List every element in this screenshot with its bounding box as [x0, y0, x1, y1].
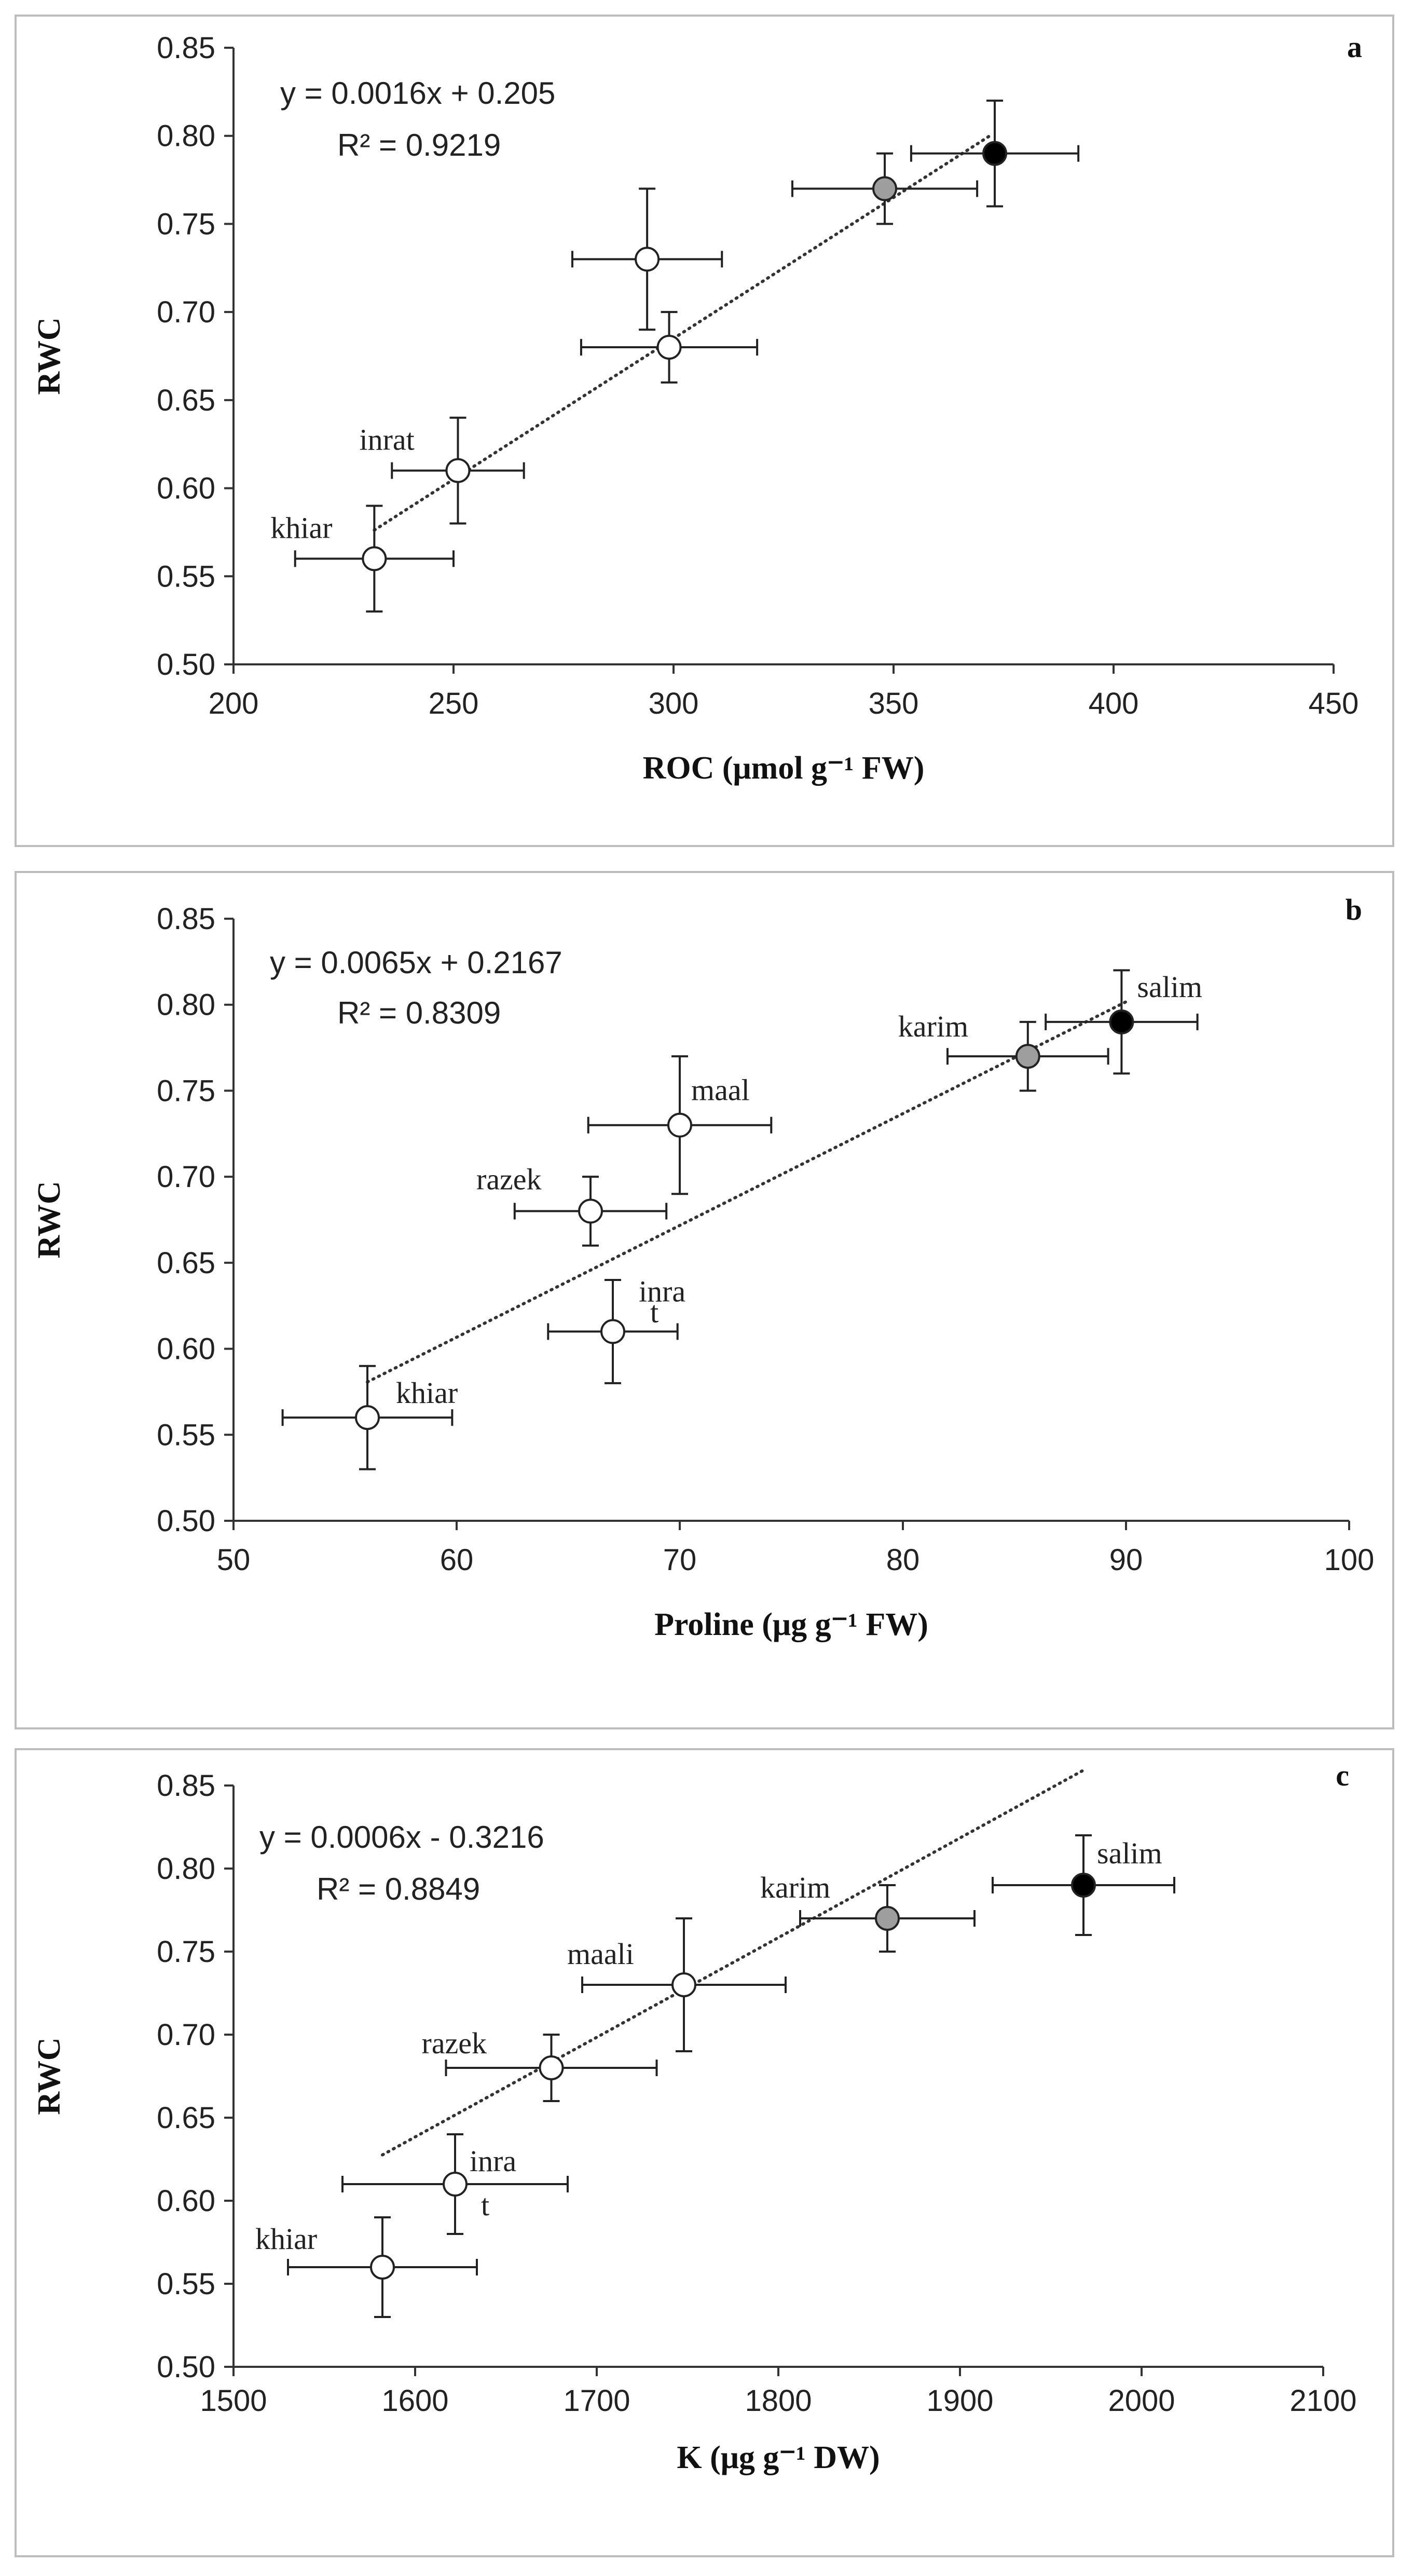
x-tick-label: 450: [1309, 687, 1359, 720]
y-tick-label: 0.85: [157, 31, 215, 65]
regression-equation: y = 0.0006x - 0.3216: [259, 1820, 544, 1855]
x-tick-label: 250: [429, 687, 479, 720]
data-point: [671, 1972, 696, 1997]
x-axis-label: Proline (μg g⁻¹ FW): [654, 1607, 928, 1642]
point-label: khiar: [270, 511, 332, 544]
point-label: maali: [567, 1937, 634, 1971]
y-tick-label: 0.80: [157, 988, 215, 1022]
point-label: inrat: [359, 423, 414, 457]
y-tick-label: 0.65: [157, 384, 215, 417]
y-tick-label: 0.60: [157, 472, 215, 506]
data-point: [982, 141, 1008, 166]
data-point: [1015, 1044, 1040, 1069]
panel-frame-a: [15, 15, 1394, 847]
panel-frame-c: [15, 1748, 1394, 2557]
data-point: [445, 458, 471, 483]
x-tick-label: 1500: [200, 2384, 267, 2418]
y-tick-label: 0.60: [157, 1332, 215, 1366]
x-tick-label: 1600: [381, 2384, 448, 2418]
point-label: khiar: [255, 2222, 317, 2256]
x-tick-label: 1900: [926, 2384, 993, 2418]
y-axis-label: RWC: [32, 1181, 67, 1258]
y-tick-label: 0.50: [157, 2350, 215, 2384]
trend-line: [366, 1000, 1128, 1384]
x-tick-label: 80: [886, 1543, 920, 1577]
point-label: salim: [1137, 970, 1202, 1004]
x-axis-label: ROC (μmol g⁻¹ FW): [643, 751, 925, 786]
x-tick-label: 90: [1109, 1543, 1143, 1577]
data-point: [1071, 1873, 1096, 1898]
panel-label: c: [1336, 1759, 1349, 1792]
y-axis-label: RWC: [32, 317, 67, 394]
y-axis-label: RWC: [32, 2037, 67, 2115]
data-point: [362, 546, 387, 571]
data-point: [667, 1112, 692, 1138]
x-tick-label: 350: [869, 687, 919, 720]
data-point: [539, 2055, 564, 2080]
y-tick-label: 0.85: [157, 1769, 215, 1803]
y-tick-label: 0.50: [157, 648, 215, 682]
x-tick-label: 1700: [563, 2384, 630, 2418]
panel-label: a: [1347, 30, 1362, 64]
y-tick-label: 0.55: [157, 2267, 215, 2301]
data-point: [872, 176, 898, 201]
r-squared: R² = 0.8309: [337, 996, 501, 1030]
data-point: [355, 1405, 380, 1430]
y-tick-label: 0.80: [157, 1852, 215, 1886]
x-tick-label: 70: [663, 1543, 697, 1577]
trend-line: [381, 1768, 1085, 2157]
x-tick-label: 100: [1324, 1543, 1375, 1577]
y-tick-label: 0.75: [157, 1935, 215, 1969]
x-tick-label: 50: [217, 1543, 251, 1577]
data-point: [635, 247, 660, 272]
y-tick-label: 0.65: [157, 1246, 215, 1280]
y-tick-label: 0.70: [157, 2018, 215, 2052]
y-tick-label: 0.80: [157, 119, 215, 153]
point-label: khiar: [396, 1376, 458, 1410]
x-tick-label: 60: [440, 1543, 474, 1577]
x-tick-label: 2000: [1108, 2384, 1175, 2418]
point-label: razek: [476, 1162, 542, 1196]
x-tick-label: 400: [1089, 687, 1139, 720]
data-point: [1109, 1009, 1134, 1034]
x-tick-label: 300: [649, 687, 699, 720]
y-tick-label: 0.85: [157, 902, 215, 936]
r-squared: R² = 0.8849: [317, 1872, 480, 1906]
data-point: [875, 1906, 900, 1931]
y-tick-label: 0.55: [157, 1418, 215, 1452]
point-label: salim: [1097, 1836, 1162, 1870]
y-tick-label: 0.60: [157, 2184, 215, 2218]
y-tick-label: 0.70: [157, 295, 215, 329]
regression-equation: y = 0.0016x + 0.205: [280, 76, 555, 111]
point-label: razek: [422, 2026, 487, 2060]
data-point: [600, 1319, 625, 1344]
data-point: [370, 2255, 395, 2280]
x-tick-label: 200: [209, 687, 259, 720]
y-tick-label: 0.65: [157, 2101, 215, 2135]
x-tick-label: 1800: [745, 2384, 812, 2418]
x-tick-label: 2100: [1289, 2384, 1356, 2418]
data-point: [578, 1198, 603, 1224]
point-label: karim: [898, 1010, 968, 1043]
y-tick-label: 0.70: [157, 1160, 215, 1194]
point-label: maal: [691, 1073, 750, 1107]
panel-frame-b: [15, 871, 1394, 1729]
y-tick-label: 0.50: [157, 1504, 215, 1538]
point-label: karim: [760, 1871, 830, 1904]
trend-line: [373, 134, 992, 532]
r-squared: R² = 0.9219: [337, 128, 501, 162]
x-axis-label: K (μg g⁻¹ DW): [677, 2440, 880, 2475]
data-point: [656, 335, 682, 360]
panel-label: b: [1346, 893, 1362, 926]
y-tick-label: 0.75: [157, 207, 215, 241]
y-tick-label: 0.55: [157, 560, 215, 593]
data-point: [443, 2172, 468, 2197]
y-tick-label: 0.75: [157, 1074, 215, 1108]
regression-equation: y = 0.0065x + 0.2167: [270, 945, 562, 980]
